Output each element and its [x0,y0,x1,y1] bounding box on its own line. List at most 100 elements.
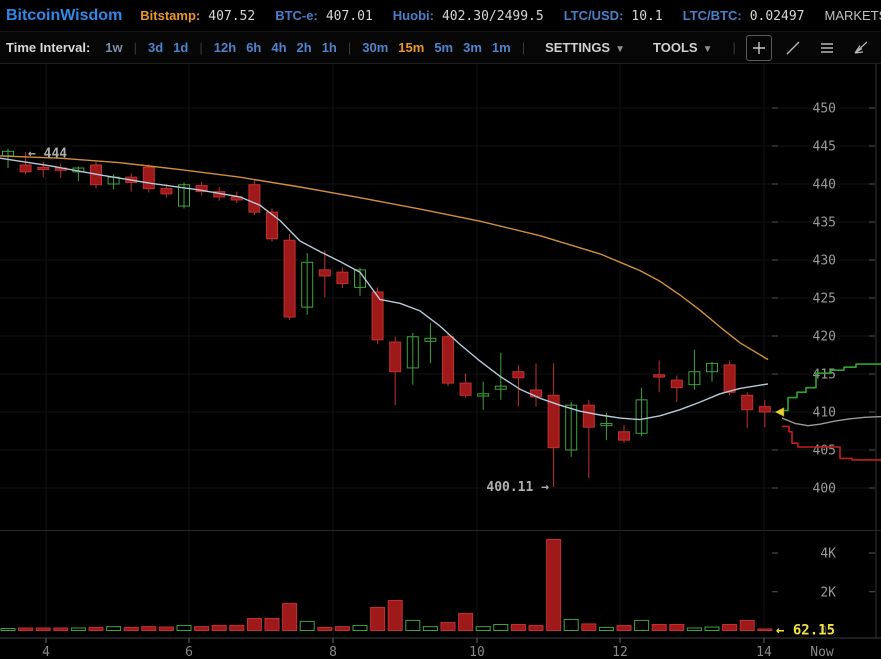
interval-1h[interactable]: 1h [321,40,337,55]
interval-1m[interactable]: 1m [491,40,511,55]
volume-bar [264,617,280,631]
candle-up [424,337,437,342]
volume-bar [686,627,702,632]
candle-down [442,336,454,384]
axes-layer: 450 445 440 435 430 425 420 415 410 405 400 4K 2K 0 4 6… [0,64,881,659]
divider: | [199,40,203,55]
interval-30m[interactable]: 30m [362,40,389,55]
volume-bar [546,538,562,631]
price-volume-chart[interactable]: 450 445 440 435 430 425 420 415 410 405 400 4K 2K 0 4 6… [0,64,881,659]
volume-bar [53,627,69,632]
settings-dropdown[interactable]: SETTINGS ▼ [545,40,626,55]
chart-area[interactable]: 450 445 440 435 430 425 420 415 410 405 400 4K 2K 0 4 6… [0,64,881,659]
price-tick-label: 410 [813,406,836,421]
trendline-tool-icon[interactable] [780,35,806,61]
volume-bar [422,626,438,631]
price-tick-label: 430 [813,254,836,269]
hour-tick-label: Now [810,645,834,659]
divider: | [732,40,736,55]
tools-dropdown[interactable]: TOOLS ▼ [653,40,713,55]
ticker-huobi[interactable]: Huobi: 402.30/2499.5 [393,8,544,24]
interval-12h[interactable]: 12h [213,40,237,55]
volume-tick-label: 4K [820,547,836,562]
interval-2h[interactable]: 2h [296,40,312,55]
interval-1w[interactable]: 1w [105,40,123,55]
volume-bar [141,626,157,631]
interval-15m-active[interactable]: 15m [398,40,425,55]
volume-bar [493,623,509,632]
last-price-marker [774,407,785,417]
candle-down [653,374,666,378]
volume-bar [634,619,650,631]
ticker-ltcbtc[interactable]: LTC/BTC: 0.02497 [683,8,805,24]
candle-down [723,364,736,393]
volume-bar [440,622,456,632]
ticker-ltcusd[interactable]: LTC/USD: 10.1 [564,8,663,24]
volume-bar [757,628,773,631]
volume-bar [669,623,685,632]
candle-up [301,261,314,308]
ask-depth-line [779,363,881,412]
volume-bar [334,626,350,631]
site-logo[interactable]: BitcoinWisdom [6,6,123,24]
volume-bar [739,619,755,631]
price-tick-label: 400 [813,482,836,497]
volume-bar [299,620,315,631]
hour-tick-label: 4 [42,645,50,659]
candle-up [477,393,490,397]
candle-down [741,394,754,411]
candle-up [635,399,648,434]
volume-bar [246,617,262,631]
bid-depth-line [782,425,881,461]
candle-down [318,269,331,277]
ticker-bitstamp[interactable]: Bitstamp: 407.52 [140,8,255,24]
candle-down [283,239,296,318]
interval-6h[interactable]: 6h [246,40,262,55]
volume-bar [0,628,16,631]
price-tick-label: 425 [813,292,836,307]
candle-down [19,164,32,173]
volume-bar [475,626,491,631]
candle-down [758,406,771,413]
candle-down [547,394,560,449]
volume-bar [282,603,298,631]
ma-fast-line [0,157,769,421]
interval-3d[interactable]: 3d [148,40,164,55]
volume-bar [387,599,403,631]
chevron-down-icon: ▼ [615,44,626,55]
candle-down [459,382,472,396]
ticker-value: 407.52 [208,8,256,24]
price-tick-label: 440 [813,178,836,193]
interval-5m[interactable]: 5m [434,40,454,55]
candle-up [178,184,190,207]
ticker-label: Bitstamp: [140,7,201,23]
orderbook-lines [779,363,881,461]
interval-1d[interactable]: 1d [173,40,189,55]
crosshair-tool-icon[interactable] [745,34,772,61]
volume-bar [704,626,720,632]
volume-bar [123,626,139,632]
volume-bar [370,606,386,631]
candle-down [582,404,595,428]
horizontal-lines-tool-icon[interactable] [814,35,840,61]
interval-3m[interactable]: 3m [463,40,482,55]
price-tick-label: 450 [813,102,836,117]
candle-up [706,362,718,373]
ticker-value: 407.01 [325,8,373,24]
price-tick-label: 405 [813,444,836,459]
arrow-tool-icon[interactable] [848,35,874,61]
volume-bar [510,623,526,632]
volume-bar [88,626,104,632]
ticker-btce[interactable]: BTC-e: 407.01 [275,8,373,24]
volume-bar [35,627,51,632]
volume-bar [211,624,227,632]
divider: | [347,40,352,55]
markets-menu[interactable]: MARKETS ▼ [824,8,881,23]
current-volume-annotation: ← 62.15 [776,623,835,639]
candle-down [618,431,630,441]
volume-bar [616,624,632,632]
interval-4h[interactable]: 4h [271,40,287,55]
candle-down [512,371,525,379]
ticker-value: 10.1 [631,8,663,24]
